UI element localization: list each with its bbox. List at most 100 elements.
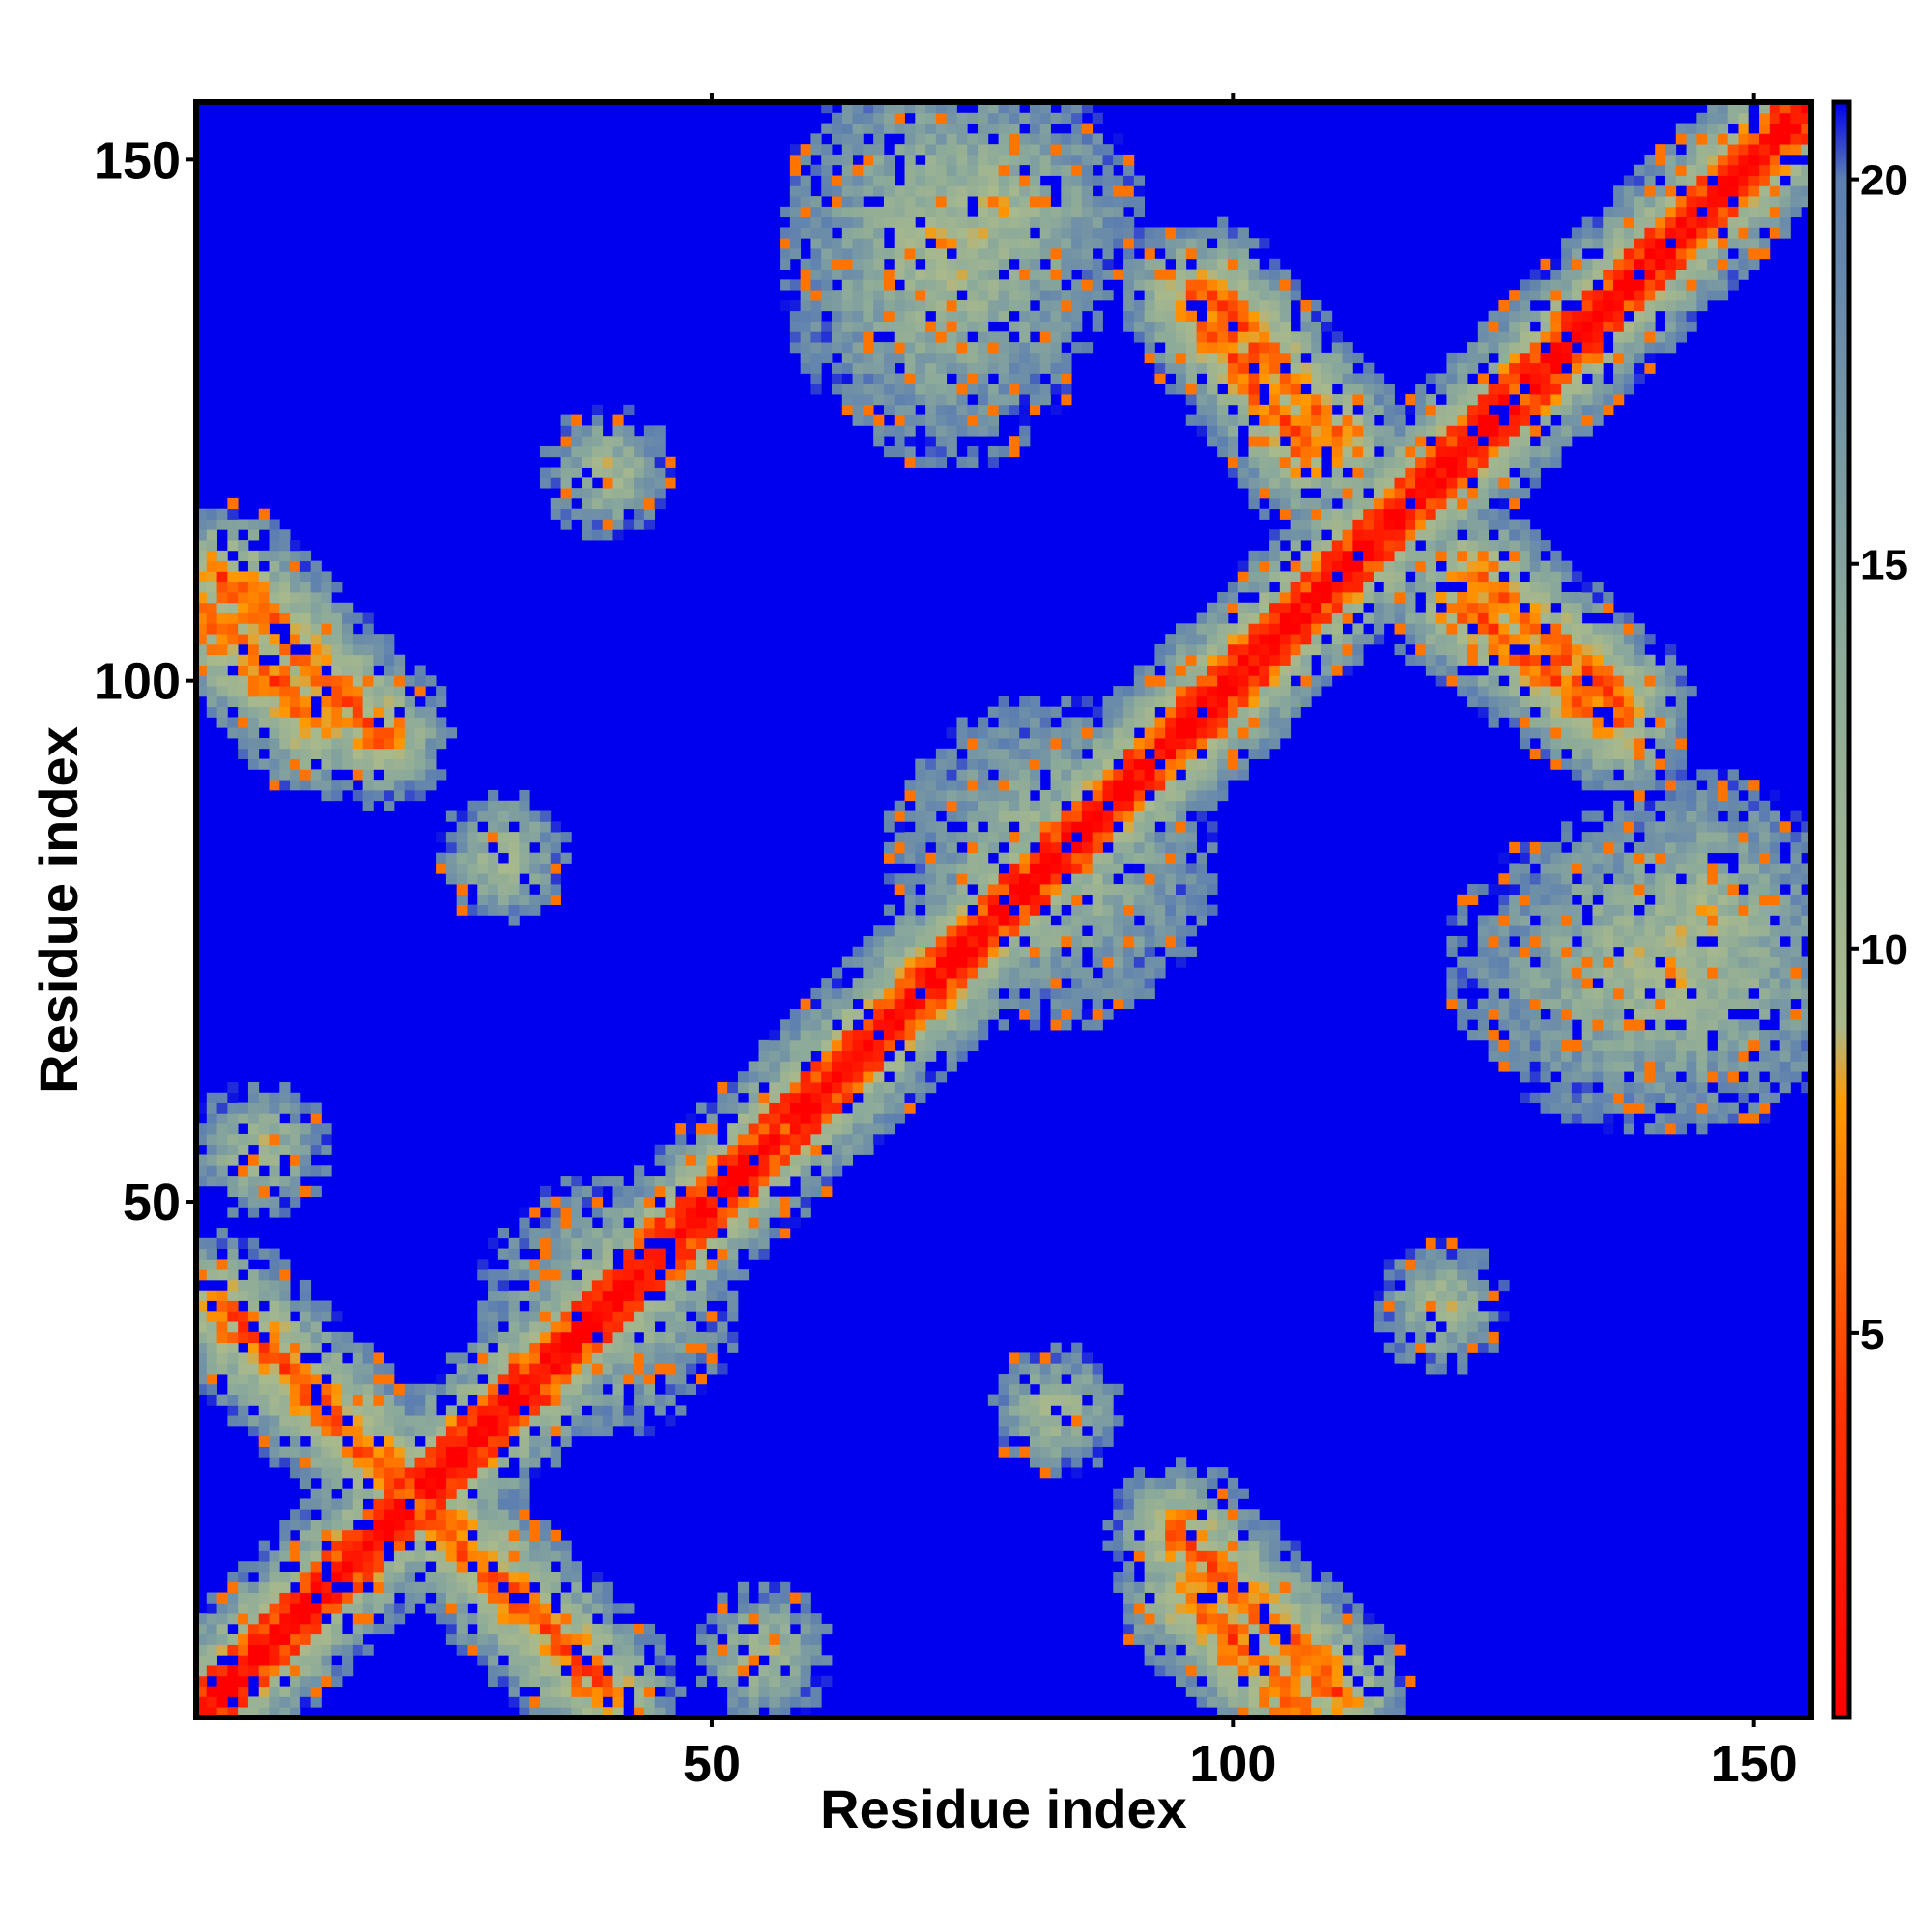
heatmap-cell	[810, 1030, 822, 1041]
heatmap-cell	[894, 331, 905, 343]
heatmap-cell	[1050, 1019, 1062, 1031]
heatmap-cell	[821, 1154, 833, 1166]
heatmap-cell	[769, 1665, 781, 1677]
heatmap-cell	[1227, 1634, 1239, 1645]
heatmap-cell	[602, 436, 613, 447]
heatmap-cell	[414, 1540, 426, 1551]
heatmap-cell	[591, 1269, 604, 1281]
heatmap-cell	[935, 445, 948, 458]
heatmap-cell	[769, 1686, 781, 1697]
heatmap-cell	[238, 686, 249, 697]
heatmap-cell	[789, 238, 802, 249]
heatmap-cell	[852, 956, 864, 968]
heatmap-cell	[1144, 342, 1155, 354]
heatmap-cell	[342, 1529, 354, 1542]
heatmap-cell	[956, 935, 968, 948]
heatmap-cell	[571, 1321, 582, 1333]
heatmap-cell	[227, 612, 239, 624]
heatmap-cell	[279, 654, 291, 666]
heatmap-cell	[1009, 1394, 1020, 1406]
heatmap-cell	[602, 1237, 613, 1249]
heatmap-cell	[987, 956, 1000, 968]
heatmap-cell	[852, 394, 864, 406]
heatmap-cell	[1185, 1550, 1197, 1562]
heatmap-cell	[612, 477, 624, 489]
heatmap-cell	[612, 1352, 624, 1364]
heatmap-cell	[967, 987, 979, 1000]
heatmap-cell	[1071, 144, 1083, 156]
heatmap-cell	[384, 696, 395, 708]
heatmap-cell	[1227, 342, 1239, 354]
heatmap-cell	[894, 384, 905, 395]
heatmap-cell	[1175, 1550, 1187, 1562]
heatmap-cell	[508, 1529, 520, 1542]
heatmap-cell	[206, 1665, 217, 1677]
heatmap-cell	[832, 978, 843, 989]
heatmap-cell	[1133, 925, 1146, 937]
heatmap-cell	[1019, 248, 1031, 260]
heatmap-cell	[279, 1425, 291, 1437]
heatmap-cell	[1175, 1623, 1187, 1635]
heatmap-cell	[1237, 1613, 1249, 1625]
heatmap-cell	[1196, 1696, 1208, 1708]
heatmap-cell	[436, 1374, 447, 1385]
heatmap-cell	[1144, 956, 1155, 968]
heatmap-cell	[279, 1185, 291, 1198]
heatmap-cell	[279, 1196, 291, 1208]
heatmap-cell	[665, 477, 676, 489]
heatmap-cell	[539, 1540, 552, 1551]
heatmap-cell	[497, 1613, 510, 1625]
heatmap-cell	[1029, 863, 1041, 874]
heatmap-cell	[1207, 696, 1218, 708]
heatmap-cell	[873, 956, 885, 968]
heatmap-cell	[290, 612, 301, 624]
heatmap-cell	[539, 1425, 552, 1437]
heatmap-cell	[1144, 1613, 1155, 1625]
heatmap-cell	[946, 384, 957, 395]
heatmap-cell	[436, 1529, 447, 1542]
heatmap-cell	[352, 686, 363, 697]
heatmap-cell	[352, 675, 363, 687]
heatmap-cell	[1207, 352, 1218, 364]
heatmap-cell	[1165, 727, 1177, 739]
heatmap-cell	[582, 1300, 593, 1312]
heatmap-cell	[1092, 1394, 1103, 1406]
heatmap-cell	[279, 1123, 291, 1135]
heatmap-cell	[456, 873, 468, 885]
heatmap-cell	[290, 1634, 301, 1645]
heatmap-cell	[591, 1675, 604, 1688]
heatmap-cell	[196, 634, 208, 645]
heatmap-cell	[915, 832, 926, 843]
heatmap-cell	[571, 508, 582, 520]
heatmap-cell	[238, 748, 249, 759]
heatmap-cell	[1092, 206, 1103, 218]
heatmap-cell	[1207, 780, 1218, 791]
heatmap-cell	[1207, 706, 1218, 718]
heatmap-cell	[477, 1467, 489, 1479]
heatmap-cell	[810, 1644, 822, 1656]
heatmap-cell	[582, 1259, 593, 1270]
heatmap-cell	[352, 1498, 363, 1510]
heatmap-cell	[216, 550, 228, 562]
heatmap-cell	[1175, 654, 1187, 666]
heatmap-cell	[696, 1207, 707, 1218]
heatmap-cell	[591, 1696, 604, 1708]
heatmap-cell	[1207, 331, 1218, 343]
heatmap-cell	[529, 1374, 541, 1385]
heatmap-cell	[1185, 1581, 1197, 1593]
heatmap-cell	[1154, 238, 1166, 249]
heatmap-cell	[404, 1425, 415, 1437]
heatmap-cell	[623, 1185, 635, 1198]
heatmap-cell	[841, 404, 853, 416]
heatmap-cell	[582, 519, 593, 530]
heatmap-cell	[946, 436, 957, 447]
heatmap-cell	[634, 1165, 645, 1177]
heatmap-cell	[925, 946, 937, 957]
heatmap-cell	[310, 1446, 322, 1458]
heatmap-cell	[1196, 279, 1208, 291]
heatmap-cell	[1019, 800, 1031, 811]
heatmap-cell	[935, 185, 948, 197]
heatmap-cell	[1019, 904, 1031, 916]
heatmap-cell	[269, 758, 280, 770]
heatmap-cell	[654, 1655, 666, 1666]
